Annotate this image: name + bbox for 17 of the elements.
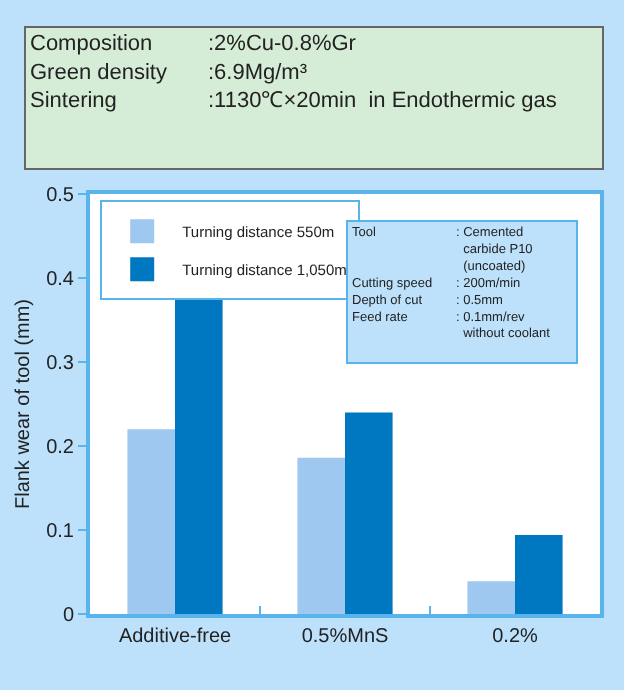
bar <box>345 412 393 614</box>
bar <box>515 535 563 614</box>
y-tick-label: 0.5 <box>46 185 75 207</box>
x-tick-label: 0.5%MnS <box>301 626 390 648</box>
bar <box>297 457 345 614</box>
y-tick-label: 0.2 <box>46 437 75 459</box>
text: Composition Green density Sintering <box>30 32 168 114</box>
y-tick-label: 0.3 <box>46 353 75 375</box>
y-tick-label: 0.4 <box>46 269 75 291</box>
y-tick-label: 0 <box>62 605 75 627</box>
bar <box>467 581 515 614</box>
bar <box>127 429 175 614</box>
x-tick-label: Additive-free <box>118 626 233 648</box>
y-tick-label: 0.1 <box>46 521 75 543</box>
x-tick-label: 0.2% <box>492 626 539 648</box>
text: :2%Cu-0.8%Gr :6.9Mg/m³ :1130℃×20min in Endothermic gas <box>208 32 558 114</box>
y-axis-title: Flank wear of tool (mm) <box>13 298 36 510</box>
